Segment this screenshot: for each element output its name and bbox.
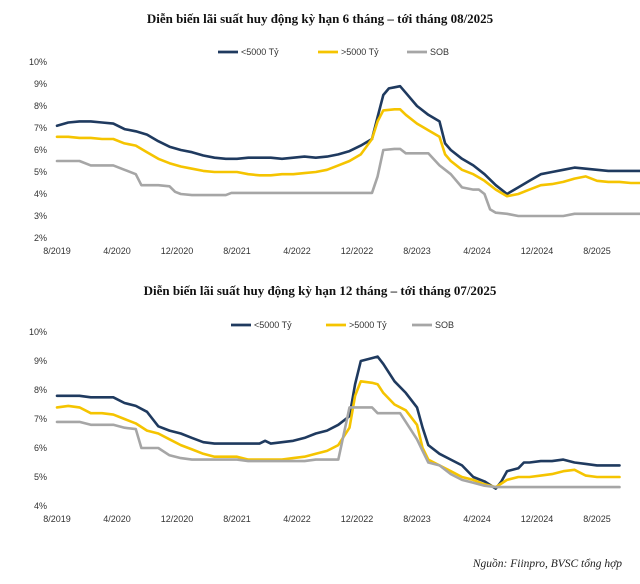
chart1-plot: 2% 3% 4% 5% 6% 7% 8% 9% 10% 8/2019 4/2020 12/2020 8/…	[29, 47, 640, 256]
chart1-legend-label-3: SOB	[430, 47, 449, 57]
chart2-series-line-1	[55, 355, 621, 490]
chart1-series-line-1	[55, 84, 640, 196]
chart1-y-tick: 3%	[34, 211, 47, 221]
chart1-x-tick: 4/2020	[103, 246, 131, 256]
chart1-y-tick: 10%	[29, 57, 47, 67]
chart1-y-tick: 9%	[34, 79, 47, 89]
chart2-x-tick: 12/2024	[521, 514, 554, 524]
chart2-x-tick: 8/2023	[403, 514, 431, 524]
chart2-legend-label-2: >5000 Tỷ	[349, 320, 387, 330]
chart2-title: Diễn biến lãi suất huy động kỳ hạn 12 th…	[143, 283, 497, 298]
chart1-series-line-2	[55, 108, 640, 198]
chart2-y-tick: 9%	[34, 356, 47, 366]
chart1-legend-label-1: <5000 Tỷ	[241, 47, 279, 57]
chart2-x-tick: 12/2020	[161, 514, 194, 524]
chart1-x-tick: 8/2023	[403, 246, 431, 256]
chart2-legend-label-1: <5000 Tỷ	[254, 320, 292, 330]
source-note: Nguồn: Fiinpro, BVSC tổng hợp	[472, 558, 622, 570]
chart2-series-line-3	[55, 406, 621, 489]
chart1-x-tick: 12/2024	[521, 246, 554, 256]
chart2-y-tick: 8%	[34, 385, 47, 395]
chart2-x-tick: 8/2019	[43, 514, 71, 524]
chart1-y-tick: 7%	[34, 123, 47, 133]
chart1-x-tick: 12/2022	[341, 246, 374, 256]
chart2-legend-label-3: SOB	[435, 320, 454, 330]
chart1-x-tick: 4/2024	[463, 246, 491, 256]
chart2-x-tick: 8/2021	[223, 514, 251, 524]
chart1-legend-label-2: >5000 Tỷ	[341, 47, 379, 57]
chart2-y-tick: 10%	[29, 327, 47, 337]
chart2-x-tick: 4/2022	[283, 514, 311, 524]
chart2-x-tick: 4/2020	[103, 514, 131, 524]
chart1-y-tick: 8%	[34, 101, 47, 111]
chart1-x-tick: 12/2020	[161, 246, 194, 256]
chart1-y-tick: 5%	[34, 167, 47, 177]
chart2-plot: 4% 5% 6% 7% 8% 9% 10% 8/2019 4/2020 12/2020 8/2021…	[29, 320, 621, 524]
chart1-y-tick: 4%	[34, 189, 47, 199]
chart1-x-tick: 8/2021	[223, 246, 251, 256]
chart1-series-line-3	[55, 147, 640, 218]
chart2-y-tick: 7%	[34, 414, 47, 424]
chart1-title: Diễn biến lãi suất huy động kỳ hạn 6 thá…	[146, 11, 494, 26]
chart1-y-tick: 6%	[34, 145, 47, 155]
chart1-x-tick: 4/2022	[283, 246, 311, 256]
chart2-x-tick: 8/2025	[583, 514, 611, 524]
chart1-y-tick: 2%	[34, 233, 47, 243]
chart2-x-tick: 12/2022	[341, 514, 374, 524]
chart1-x-tick: 8/2025	[583, 246, 611, 256]
chart2-x-tick: 4/2024	[463, 514, 491, 524]
chart2-y-tick: 4%	[34, 501, 47, 511]
chart2-y-tick: 5%	[34, 472, 47, 482]
chart2-y-tick: 6%	[34, 443, 47, 453]
chart2-series-line-2	[55, 380, 621, 489]
chart1-x-tick: 8/2019	[43, 246, 71, 256]
